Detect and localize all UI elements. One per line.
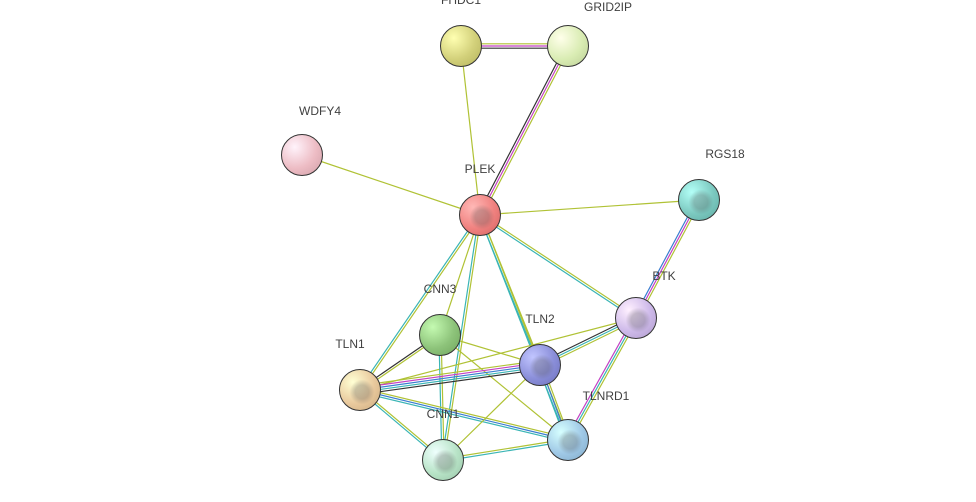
node-circle-CNN1[interactable]: [422, 439, 464, 481]
edge-TLN1-TLN2: [360, 367, 540, 392]
edge-PLEK-RGS18: [480, 200, 699, 215]
node-label-TLN2: TLN2: [525, 312, 554, 326]
node-label-CNN3: CNN3: [424, 282, 457, 296]
network-canvas: FHDC1 GRID2IP WDFY4 PLEK RGS18 BTK CNN3 TLN2 TLN…: [0, 0, 976, 502]
node-TLN1[interactable]: TLN1: [339, 369, 381, 411]
edge-GRID2IP-PLEK: [482, 47, 570, 216]
edge-PLEK-TLN1: [361, 216, 481, 391]
node-circle-FHDC1[interactable]: [440, 25, 482, 67]
edge-GRID2IP-PLEK: [480, 46, 568, 215]
node-TLNRD1[interactable]: TLNRD1: [547, 419, 589, 461]
edge-FHDC1-PLEK: [461, 46, 480, 215]
node-FHDC1[interactable]: FHDC1: [440, 25, 482, 67]
edge-GRID2IP-PLEK: [478, 45, 566, 214]
node-circle-TLN1[interactable]: [339, 369, 381, 411]
node-RGS18[interactable]: RGS18: [678, 179, 720, 221]
node-label-GRID2IP: GRID2IP: [584, 0, 632, 14]
edge-WDFY4-PLEK: [302, 155, 480, 215]
node-WDFY4[interactable]: WDFY4: [281, 134, 323, 176]
node-PLEK[interactable]: PLEK: [459, 194, 501, 236]
edge-PLEK-BTK: [481, 214, 637, 317]
node-label-BTK: BTK: [652, 269, 675, 283]
edges-layer: [0, 0, 976, 502]
node-circle-WDFY4[interactable]: [281, 134, 323, 176]
node-label-RGS18: RGS18: [705, 147, 744, 161]
node-CNN1[interactable]: CNN1: [422, 439, 464, 481]
edge-TLN1-TLN2: [360, 365, 540, 390]
node-label-FHDC1: FHDC1: [441, 0, 481, 7]
edge-TLN1-TLNRD1: [361, 388, 569, 438]
node-circle-GRID2IP[interactable]: [547, 25, 589, 67]
node-GRID2IP[interactable]: GRID2IP: [547, 25, 589, 67]
node-CNN3[interactable]: CNN3: [419, 314, 461, 356]
node-circle-TLN2[interactable]: [519, 344, 561, 386]
node-circle-RGS18[interactable]: [678, 179, 720, 221]
edge-PLEK-BTK: [479, 216, 635, 319]
edge-PLEK-TLNRD1: [479, 215, 567, 440]
node-circle-CNN3[interactable]: [419, 314, 461, 356]
node-label-CNN1: CNN1: [427, 407, 460, 421]
node-TLN2[interactable]: TLN2: [519, 344, 561, 386]
node-label-TLNRD1: TLNRD1: [583, 389, 630, 403]
node-BTK[interactable]: BTK: [615, 297, 657, 339]
node-label-PLEK: PLEK: [465, 162, 496, 176]
node-label-TLN1: TLN1: [335, 337, 364, 351]
node-circle-BTK[interactable]: [615, 297, 657, 339]
node-label-WDFY4: WDFY4: [299, 104, 341, 118]
node-circle-PLEK[interactable]: [459, 194, 501, 236]
node-circle-TLNRD1[interactable]: [547, 419, 589, 461]
